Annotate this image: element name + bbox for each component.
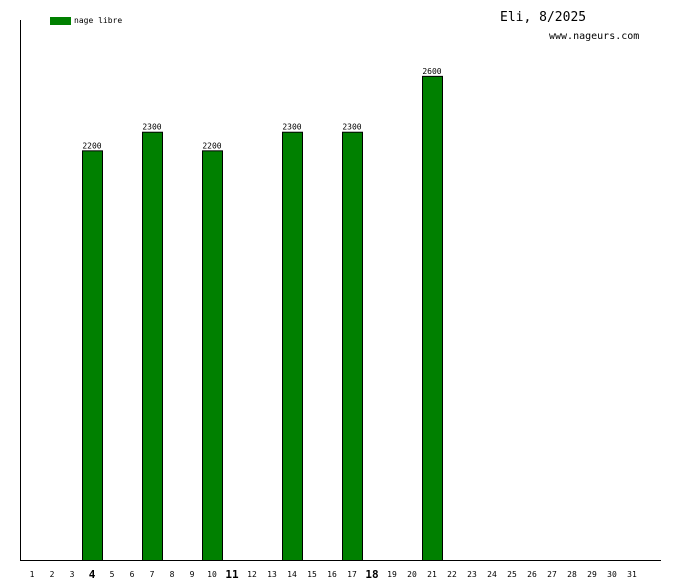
x-tick-label: 1	[30, 570, 35, 579]
x-tick-label: 10	[207, 570, 217, 579]
bar-day-21	[422, 75, 443, 562]
x-tick-label: 22	[447, 570, 457, 579]
x-tick-label: 28	[567, 570, 577, 579]
x-tick-label: 27	[547, 570, 557, 579]
legend-swatch	[50, 16, 71, 25]
x-tick-label: 4	[89, 568, 96, 580]
x-tick-label: 29	[587, 570, 597, 579]
legend: nage libre	[50, 16, 122, 25]
x-tick-label: 30	[607, 570, 617, 579]
bar-value-label: 2300	[142, 123, 161, 132]
legend-label: nage libre	[74, 16, 123, 25]
x-tick-label: 11	[225, 568, 239, 580]
bar-value-label: 2200	[82, 141, 101, 150]
x-tick-label: 2	[50, 570, 55, 579]
x-tick-label: 20	[407, 570, 417, 579]
bar-day-7	[142, 131, 163, 561]
bar-day-14	[282, 131, 303, 561]
x-tick-label: 8	[170, 570, 175, 579]
chart-title: Eli, 8/2025	[500, 10, 587, 25]
x-tick-label: 5	[110, 570, 115, 579]
x-tick-label: 23	[467, 570, 477, 579]
x-tick-label: 6	[130, 570, 135, 579]
x-tick-label: 18	[365, 568, 378, 580]
x-tick-label: 25	[507, 570, 517, 579]
bar-day-4	[82, 150, 103, 562]
bar-value-label: 2300	[342, 123, 361, 132]
x-tick-label: 19	[387, 570, 397, 579]
x-tick-label: 14	[287, 570, 297, 579]
x-tick-label: 26	[527, 570, 537, 579]
value-labels-group: 2200 2300 2200 2300 2300 2600	[82, 67, 441, 150]
bar-day-10	[202, 150, 223, 562]
x-tick-label: 16	[327, 570, 337, 579]
chart-subtitle: www.nageurs.com	[549, 31, 640, 42]
x-tick-label: 9	[190, 570, 195, 579]
bar-value-label: 2200	[202, 141, 221, 150]
bar-value-label: 2300	[282, 123, 301, 132]
x-tick-label: 12	[247, 570, 257, 579]
x-tick-label: 21	[427, 570, 437, 579]
x-tick-label: 15	[307, 570, 317, 579]
x-tick-label: 7	[150, 570, 155, 579]
x-tick-labels-group: 1 2 3 4 5 6 7 8 9 10 11 12 13 14 15 16 17 18 19 20 21 22 23 24 2…	[30, 568, 637, 580]
x-tick-label: 3	[70, 570, 75, 579]
bars-group	[82, 75, 443, 562]
x-tick-label: 17	[347, 570, 357, 579]
bar-value-label: 2600	[422, 67, 441, 76]
x-tick-label: 24	[487, 570, 497, 579]
bar-day-17	[342, 131, 363, 561]
x-tick-label: 13	[267, 570, 277, 579]
x-tick-label: 31	[627, 570, 637, 579]
